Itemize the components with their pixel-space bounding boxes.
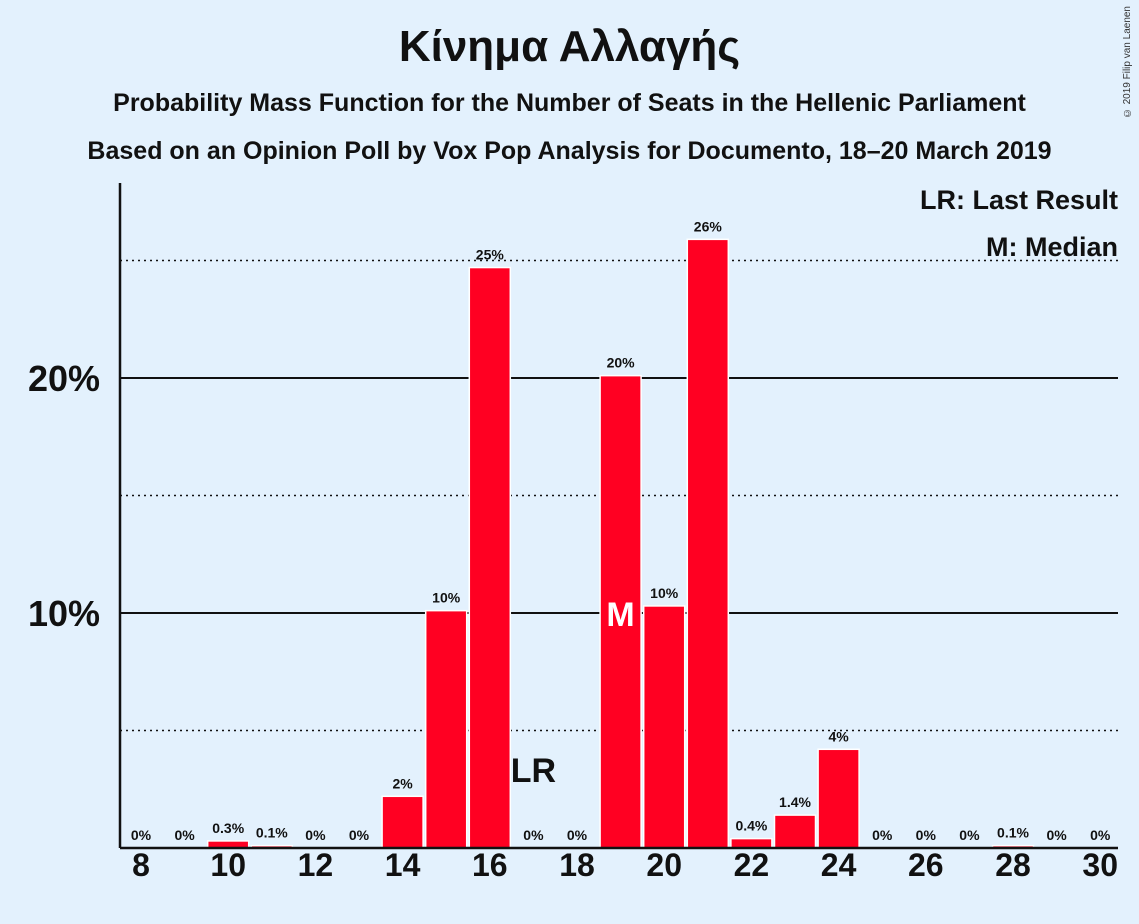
data-label-seat-23: 1.4% (779, 794, 811, 810)
y-tick-label: 10% (28, 593, 100, 634)
data-label-seat-9: 0% (174, 827, 195, 843)
data-label-seat-14: 2% (392, 775, 413, 791)
legend-last-result: LR: Last Result (920, 185, 1118, 215)
legend: LR: Last Result M: Median (920, 185, 1118, 262)
x-tick-label: 18 (559, 847, 595, 883)
bar-seat-23 (773, 814, 817, 849)
x-tick-label: 10 (210, 847, 246, 883)
data-label-seat-26: 0% (916, 827, 937, 843)
data-label-seat-27: 0% (959, 827, 980, 843)
data-label-seat-21: 26% (694, 218, 723, 234)
bar-seat-15 (424, 609, 468, 849)
data-label-seat-17: 0% (523, 827, 544, 843)
bar-seat-19 (599, 374, 642, 849)
data-label-seat-22: 0.4% (735, 818, 767, 834)
data-label-seat-24: 4% (828, 728, 849, 744)
bar-seat-16 (468, 266, 512, 849)
y-tick-label: 20% (28, 358, 100, 399)
data-label-seat-15: 10% (432, 590, 461, 606)
data-label-seat-25: 0% (872, 827, 893, 843)
data-label-seat-8: 0% (131, 827, 152, 843)
last-result-marker: LR (511, 752, 556, 790)
data-label-seat-11: 0.1% (256, 825, 288, 841)
data-label-seat-28: 0.1% (997, 825, 1029, 841)
chart-title: Κίνημα Αλλαγής (398, 22, 741, 71)
x-tick-label: 28 (995, 847, 1031, 883)
axes: 10% 20% 8 10 12 14 16 18 20 22 24 26 28 30 (28, 183, 1118, 883)
data-label-seat-18: 0% (567, 827, 588, 843)
x-tick-label: 14 (385, 847, 421, 883)
x-tick-label: 24 (821, 847, 857, 883)
data-label-seat-13: 0% (349, 827, 370, 843)
data-label-seat-12: 0% (305, 827, 326, 843)
x-tick-label: 12 (298, 847, 334, 883)
bar-seat-21 (686, 238, 730, 849)
bar-seat-14 (381, 795, 424, 849)
x-tick-label: 22 (734, 847, 770, 883)
median-marker: M (606, 596, 634, 634)
bar-seat-20 (642, 605, 686, 849)
data-labels: 0% 0% 0.3% 0.1% 0% 0% 2% 10% 25% 0% 0% 20% 10% 26% 0.4… (131, 218, 1111, 843)
data-label-seat-20: 10% (650, 585, 679, 601)
x-tick-label: 26 (908, 847, 944, 883)
x-tick-label: 8 (132, 847, 150, 883)
legend-median: M: Median (986, 232, 1118, 262)
chart-subtitle-1: Probability Mass Function for the Number… (113, 89, 1026, 117)
data-label-seat-19: 20% (607, 355, 636, 371)
bars (206, 238, 1035, 849)
data-label-seat-29: 0% (1046, 827, 1067, 843)
x-tick-label: 30 (1082, 847, 1118, 883)
x-tick-label: 16 (472, 847, 508, 883)
data-label-seat-30: 0% (1090, 827, 1111, 843)
bar-seat-24 (817, 748, 860, 849)
x-tick-label: 20 (646, 847, 682, 883)
data-label-seat-10: 0.3% (212, 820, 244, 836)
chart-subtitle-2: Based on an Opinion Poll by Vox Pop Anal… (87, 137, 1052, 165)
data-label-seat-16: 25% (476, 247, 505, 263)
